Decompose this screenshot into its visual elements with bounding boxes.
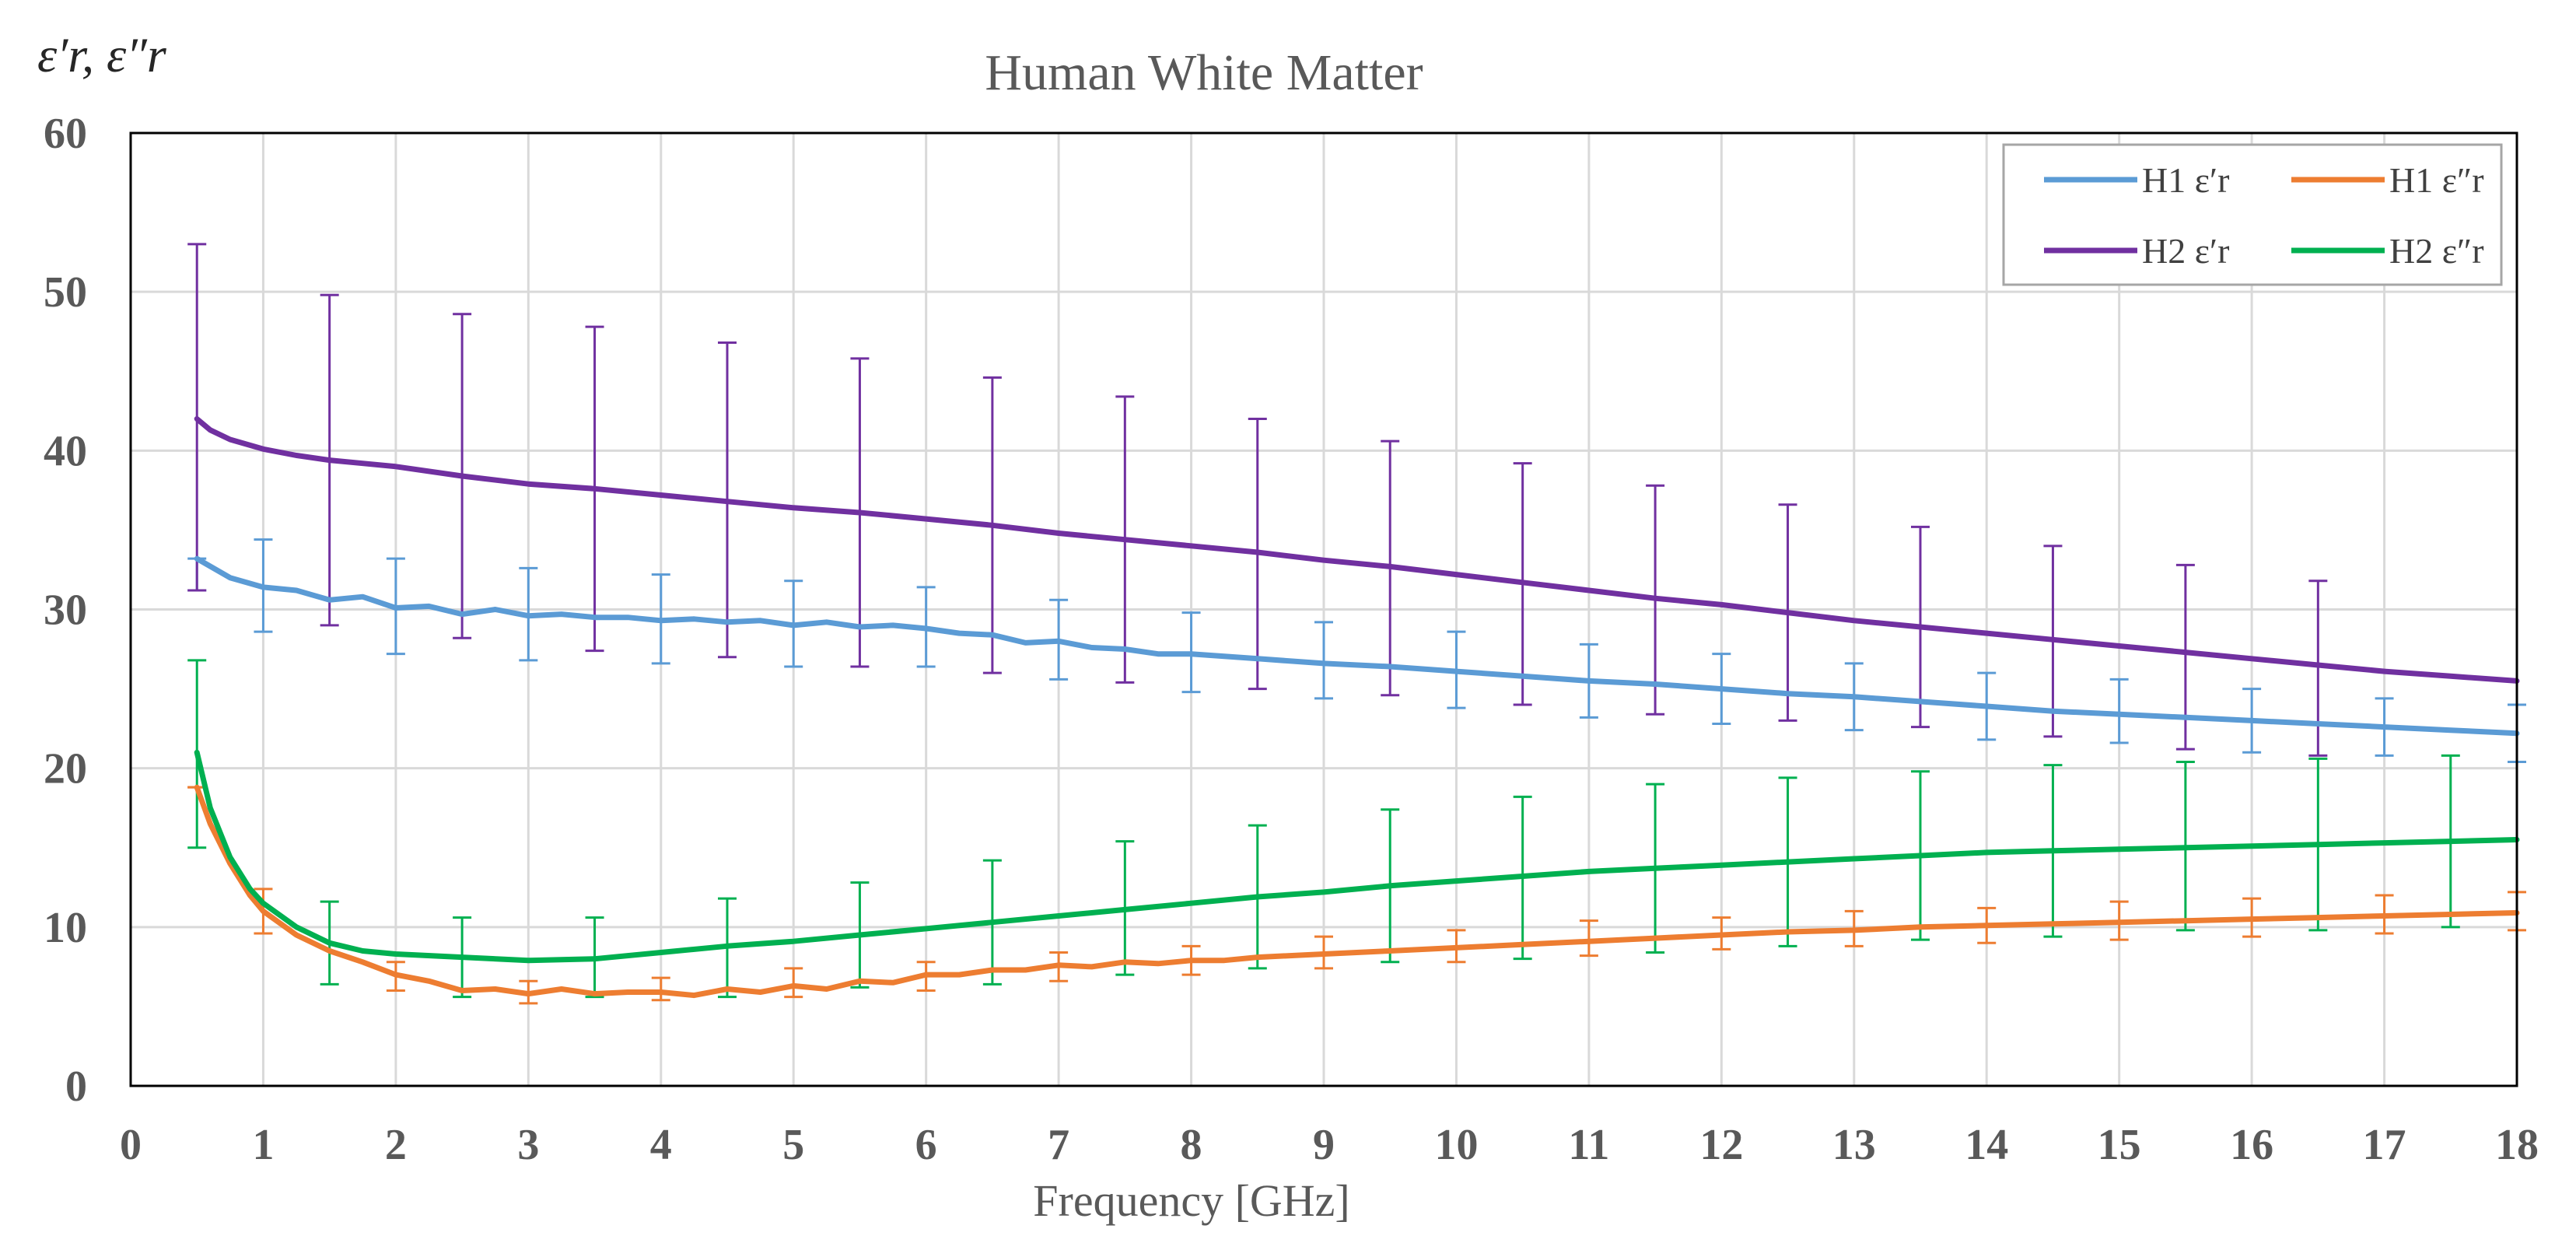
- x-tick-label: 4: [650, 1121, 672, 1169]
- x-tick-label: 5: [782, 1121, 804, 1169]
- y-tick-label: 40: [44, 427, 87, 475]
- x-tick-label: 17: [2363, 1121, 2406, 1169]
- legend-item: H2 ε″r: [2291, 231, 2484, 271]
- x-tick-label: 7: [1048, 1121, 1069, 1169]
- error-bar: [2175, 563, 2195, 751]
- series-lines: [194, 416, 2520, 999]
- x-tick-label: 6: [915, 1121, 937, 1169]
- x-axis-label: Frequency [GHz]: [1033, 1175, 1349, 1226]
- x-tick-label: 12: [1699, 1121, 1743, 1169]
- series-line: [194, 749, 2520, 964]
- x-tick-label: 0: [120, 1121, 142, 1169]
- y-tick-label: 30: [44, 586, 87, 635]
- x-tick-label: 2: [385, 1121, 407, 1169]
- y-axis-label: ε′r, ε″r: [37, 27, 167, 82]
- y-tick-label: 20: [44, 745, 87, 793]
- x-tick-label: 11: [1568, 1121, 1609, 1169]
- plot-frame: [129, 131, 2518, 1087]
- legend-label: H1 ε″r: [2389, 160, 2484, 200]
- legend-label: H2 ε″r: [2389, 231, 2484, 271]
- x-tick-label: 13: [1832, 1121, 1876, 1169]
- error-bar: [1579, 919, 1598, 958]
- series-line: [194, 555, 2520, 737]
- x-tick-label: 1: [252, 1121, 274, 1169]
- x-tick-label: 8: [1181, 1121, 1202, 1169]
- y-tick-label: 10: [44, 904, 87, 952]
- series-line: [194, 416, 2520, 684]
- legend-item: H2 ε′r: [2044, 231, 2229, 271]
- error-bar: [2109, 678, 2129, 744]
- legend-item: H1 ε″r: [2291, 160, 2484, 200]
- legend-label: H2 ε′r: [2142, 231, 2229, 271]
- x-tick-label: 16: [2230, 1121, 2273, 1169]
- error-bar: [784, 967, 803, 999]
- chart-title: Human White Matter: [985, 44, 1423, 101]
- x-tick-label: 14: [1965, 1121, 2008, 1169]
- y-tick-label: 0: [65, 1063, 87, 1111]
- legend-item: H1 ε′r: [2044, 160, 2229, 200]
- y-tick-label: 60: [44, 110, 87, 158]
- x-tick-label: 3: [517, 1121, 539, 1169]
- legend-box: [2002, 143, 2503, 286]
- x-tick-label: 15: [2098, 1121, 2141, 1169]
- x-tick-label: 10: [1434, 1121, 1478, 1169]
- error-bar: [651, 976, 670, 1002]
- legend-label: H1 ε′r: [2142, 160, 2229, 200]
- legend: H1 ε′r H1 ε″r H2 ε′r H2 ε″r: [2002, 143, 2503, 286]
- tick-labels: 0 1 2 3 4 5 6 7 8 9 10 11 12 13 14 15 16 17 18010203040506…: [44, 110, 2539, 1169]
- x-tick-label: 9: [1313, 1121, 1335, 1169]
- x-tick-label: 18: [2495, 1121, 2539, 1169]
- y-tick-label: 50: [44, 268, 87, 317]
- error-bar: [1314, 621, 1333, 700]
- series-line: [194, 784, 2520, 999]
